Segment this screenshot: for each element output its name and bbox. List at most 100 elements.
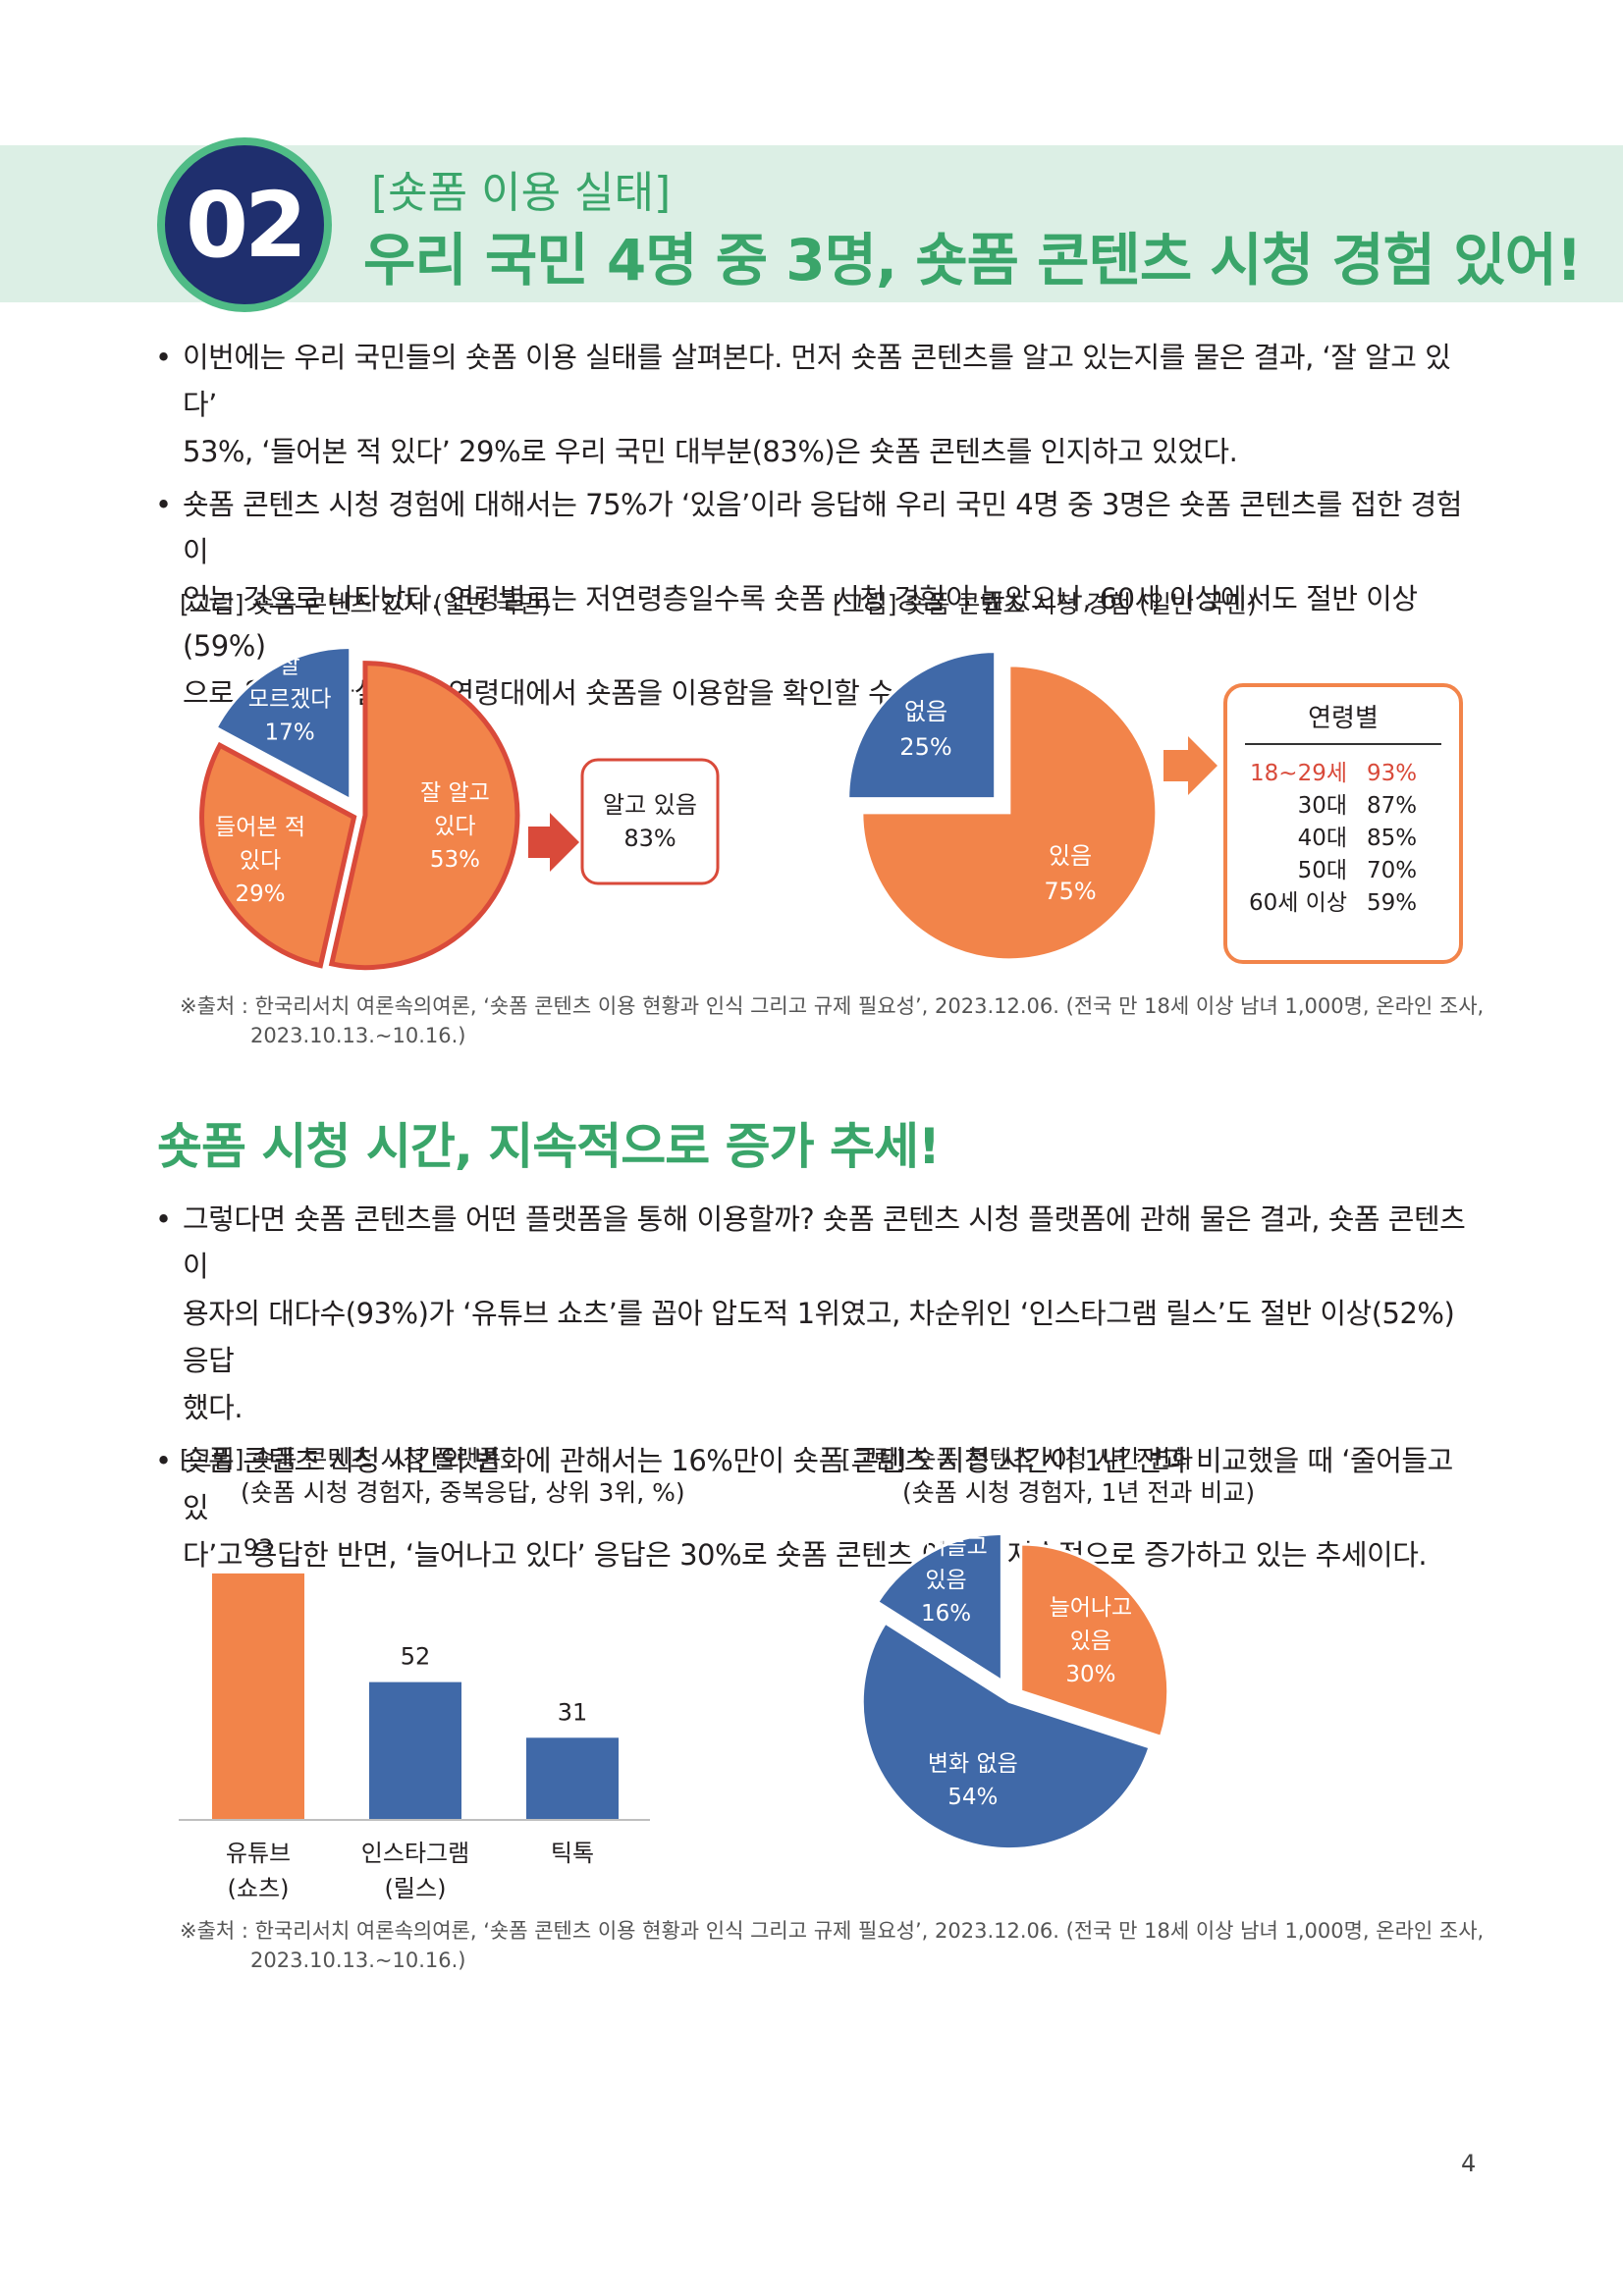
age-row-value: 70% xyxy=(1367,858,1417,883)
pie-slice-label: 잘 알고 xyxy=(420,780,490,806)
pie-slice-label: 있다 xyxy=(240,848,281,874)
pie-slice-label: 변화 없음 xyxy=(928,1751,1018,1777)
bar xyxy=(369,1682,461,1820)
bullet-line: 숏폼 콘텐츠 시청 시간의 변화에 관해서는 16%만이 숏폼 콘텐츠 시청 시… xyxy=(183,1444,1453,1524)
bullet-line: 숏폼 콘텐츠 시청 경험에 대해서는 75%가 ‘있음’이라 응답해 우리 국민… xyxy=(183,488,1463,568)
bullet-dot: • xyxy=(155,1202,172,1236)
age-box-title: 연령별 xyxy=(1308,704,1379,733)
bullet-paragraph: • 숏폼 콘텐츠 시청 경험에 대해서는 75%가 ‘있음’이라 응답해 우리 … xyxy=(147,481,1483,717)
pie-slice-label: 17% xyxy=(265,721,315,746)
pie-slice-label: 늘어나고 xyxy=(1050,1595,1133,1621)
source-line: 2023.10.13.~10.16.) xyxy=(250,1949,466,1972)
pie-slice xyxy=(860,664,1159,962)
age-row-label: 60세 이상 xyxy=(1249,890,1347,916)
pie-slice xyxy=(328,661,520,971)
bar-category-label: (쇼츠) xyxy=(228,1875,290,1902)
fig1-callout-box xyxy=(580,758,720,885)
pie-slice-label: 있음 xyxy=(1070,1629,1111,1654)
fig4-caption-subtitle: (숏폼 시청 경험자, 1년 전과 비교) xyxy=(902,1478,1256,1507)
section-headline: 우리 국민 4명 중 3명, 숏폼 콘텐츠 시청 경험 있어! xyxy=(363,227,1582,294)
pie-slice-label: 줄어들고 xyxy=(904,1534,988,1560)
pie-slice-label: 75% xyxy=(1044,878,1096,905)
pie-slice-label: 25% xyxy=(899,733,951,761)
fig4-caption: [그림] 숏폼 콘텐츠 시청 시간 변화 (숏폼 시청 경험자, 1년 전과 비… xyxy=(841,1443,1255,1510)
pie-slice-label: 있음 xyxy=(1049,842,1092,870)
pie-slice xyxy=(875,1531,1003,1684)
age-row-label: 50대 xyxy=(1298,858,1347,883)
fig1-callout-value: 83% xyxy=(623,825,676,852)
bullet-paragraph: • 이번에는 우리 국민들의 숏폼 이용 실태를 살펴본다. 먼저 숏폼 콘텐츠… xyxy=(147,334,1483,475)
pie-slice-label: 없음 xyxy=(904,698,947,725)
fig3-caption-title: [그림] 숏폼 콘텐츠 시청 플랫폼 xyxy=(180,1445,502,1473)
section-number: 02 xyxy=(185,172,307,278)
source-note-2: ※출처 : 한국리서치 여론속의여론, ‘숏폼 콘텐츠 이용 현황과 인식 그리… xyxy=(180,1916,1484,1975)
bullet-line: 이번에는 우리 국민들의 숏폼 이용 실태를 살펴본다. 먼저 숏폼 콘텐츠를 … xyxy=(183,341,1451,421)
bullet-paragraph: • 숏폼 콘텐츠 시청 시간의 변화에 관해서는 16%만이 숏폼 콘텐츠 시청… xyxy=(147,1437,1483,1578)
pie-slice-label: 들어본 적 xyxy=(215,815,305,840)
bar-value-label: 93 xyxy=(243,1534,274,1562)
section2-title: 숏폼 시청 시간, 지속적으로 증가 추세! xyxy=(157,1118,941,1175)
pie-slice xyxy=(199,741,357,969)
pie-slice xyxy=(214,646,352,803)
pie-slice-label: 53% xyxy=(430,847,480,873)
bullet-line: 용자의 대다수(93%)가 ‘유튜브 쇼츠’를 꼽아 압도적 1위였고, 차순위… xyxy=(183,1297,1455,1377)
section-number-badge: 02 xyxy=(157,137,332,312)
fig1-callout-label: 알고 있음 xyxy=(603,791,697,819)
age-box xyxy=(1223,683,1463,964)
section1-bullets: • 이번에는 우리 국민들의 숏폼 이용 실태를 살펴본다. 먼저 숏폼 콘텐츠… xyxy=(147,334,1483,722)
age-row-value: 93% xyxy=(1367,761,1417,786)
fig4-caption-title: [그림] 숏폼 콘텐츠 시청 시간 변화 xyxy=(841,1445,1194,1473)
age-row-value: 85% xyxy=(1367,826,1417,851)
age-row-label: 30대 xyxy=(1298,793,1347,819)
source-note-1: ※출처 : 한국리서치 여론속의여론, ‘숏폼 콘텐츠 이용 현황과 인식 그리… xyxy=(180,991,1484,1050)
bar-value-label: 31 xyxy=(558,1698,588,1726)
pie-slice xyxy=(1019,1542,1170,1739)
bar-value-label: 52 xyxy=(401,1643,431,1671)
fig1-arrow xyxy=(528,813,579,872)
fig3-caption: [그림] 숏폼 콘텐츠 시청 플랫폼 (숏폼 시청 경험자, 중복응답, 상위 … xyxy=(180,1443,685,1510)
bar xyxy=(212,1573,304,1820)
age-row-value: 87% xyxy=(1367,793,1417,819)
source-line: 2023.10.13.~10.16.) xyxy=(250,1024,466,1047)
fig2-pie-chart: 있음 75% 없음 25% 연령별 18~29세 93% 30대 87% 40대 85% 50대 7… xyxy=(846,650,1463,964)
age-row-value: 59% xyxy=(1367,890,1417,916)
fig2-caption: [그림] 숏폼 콘텐츠 시청 경험 (일반 국민) xyxy=(833,590,1257,618)
bar-category-label: 유튜브 xyxy=(226,1840,291,1867)
pie-slice-label: 있음 xyxy=(925,1568,966,1593)
bullet-line: 다’고 응답한 반면, ‘늘어나고 있다’ 응답은 30%로 숏폼 콘텐츠 이용… xyxy=(183,1538,1428,1572)
bullet-line: 그렇다면 숏폼 콘텐츠를 어떤 플랫폼을 통해 이용할까? 숏폼 콘텐츠 시청 … xyxy=(183,1202,1466,1283)
bullet-paragraph: • 그렇다면 숏폼 콘텐츠를 어떤 플랫폼을 통해 이용할까? 숏폼 콘텐츠 시… xyxy=(147,1196,1483,1431)
bullet-line: 했다. xyxy=(183,1391,243,1424)
bullet-dot: • xyxy=(155,1444,172,1477)
pie-slice xyxy=(846,650,998,801)
pie-slice-label: 모르겠다 xyxy=(248,687,332,713)
pie-slice-label: 30% xyxy=(1065,1662,1115,1687)
bar xyxy=(526,1737,619,1820)
bullet-dot: • xyxy=(155,341,172,374)
pie-slice-label: 잘 xyxy=(280,654,300,679)
age-row-label: 40대 xyxy=(1298,826,1347,851)
fig3-caption-subtitle: (숏폼 시청 경험자, 중복응답, 상위 3위, %) xyxy=(241,1478,685,1507)
page-number: 4 xyxy=(1461,2150,1477,2177)
platform-bar-chart: 93 유튜브 (쇼츠) 52 인스타그램 (릴스) 31 틱톡 xyxy=(179,1534,650,1902)
pie-slice xyxy=(860,1621,1152,1851)
section-kicker: [숏폼 이용 실태] xyxy=(371,168,672,218)
bullet-dot: • xyxy=(155,488,172,521)
bullet-line: 있는 것으로 나타났다. 연령별로는 저연령층일수록 숏폼 시청 경험이 높았으… xyxy=(183,582,1418,663)
pie-slice-label: 16% xyxy=(921,1601,971,1627)
pie-slice-label: 29% xyxy=(235,881,285,907)
source-line: ※출처 : 한국리서치 여론속의여론, ‘숏폼 콘텐츠 이용 현황과 인식 그리… xyxy=(180,994,1485,1018)
bullet-line: 53%, ‘들어본 적 있다’ 29%로 우리 국민 대부분(83%)은 숏폼 … xyxy=(183,435,1238,468)
bar-category-label: 인스타그램 xyxy=(361,1840,469,1867)
age-row-label: 18~29세 xyxy=(1250,761,1347,786)
bar-category-label: (릴스) xyxy=(385,1875,447,1902)
pie-slice-label: 있다 xyxy=(434,814,475,839)
section2-bullets: • 그렇다면 숏폼 콘텐츠를 어떤 플랫폼을 통해 이용할까? 숏폼 콘텐츠 시… xyxy=(147,1196,1483,1584)
fig2-arrow xyxy=(1163,736,1217,795)
pie-slice-label: 54% xyxy=(947,1785,998,1810)
fig1-caption: [그림] 숏폼 콘텐츠 인지 (일반 국민) xyxy=(180,590,551,618)
source-line: ※출처 : 한국리서치 여론속의여론, ‘숏폼 콘텐츠 이용 현황과 인식 그리… xyxy=(180,1919,1485,1943)
bar-category-label: 틱톡 xyxy=(551,1840,594,1867)
